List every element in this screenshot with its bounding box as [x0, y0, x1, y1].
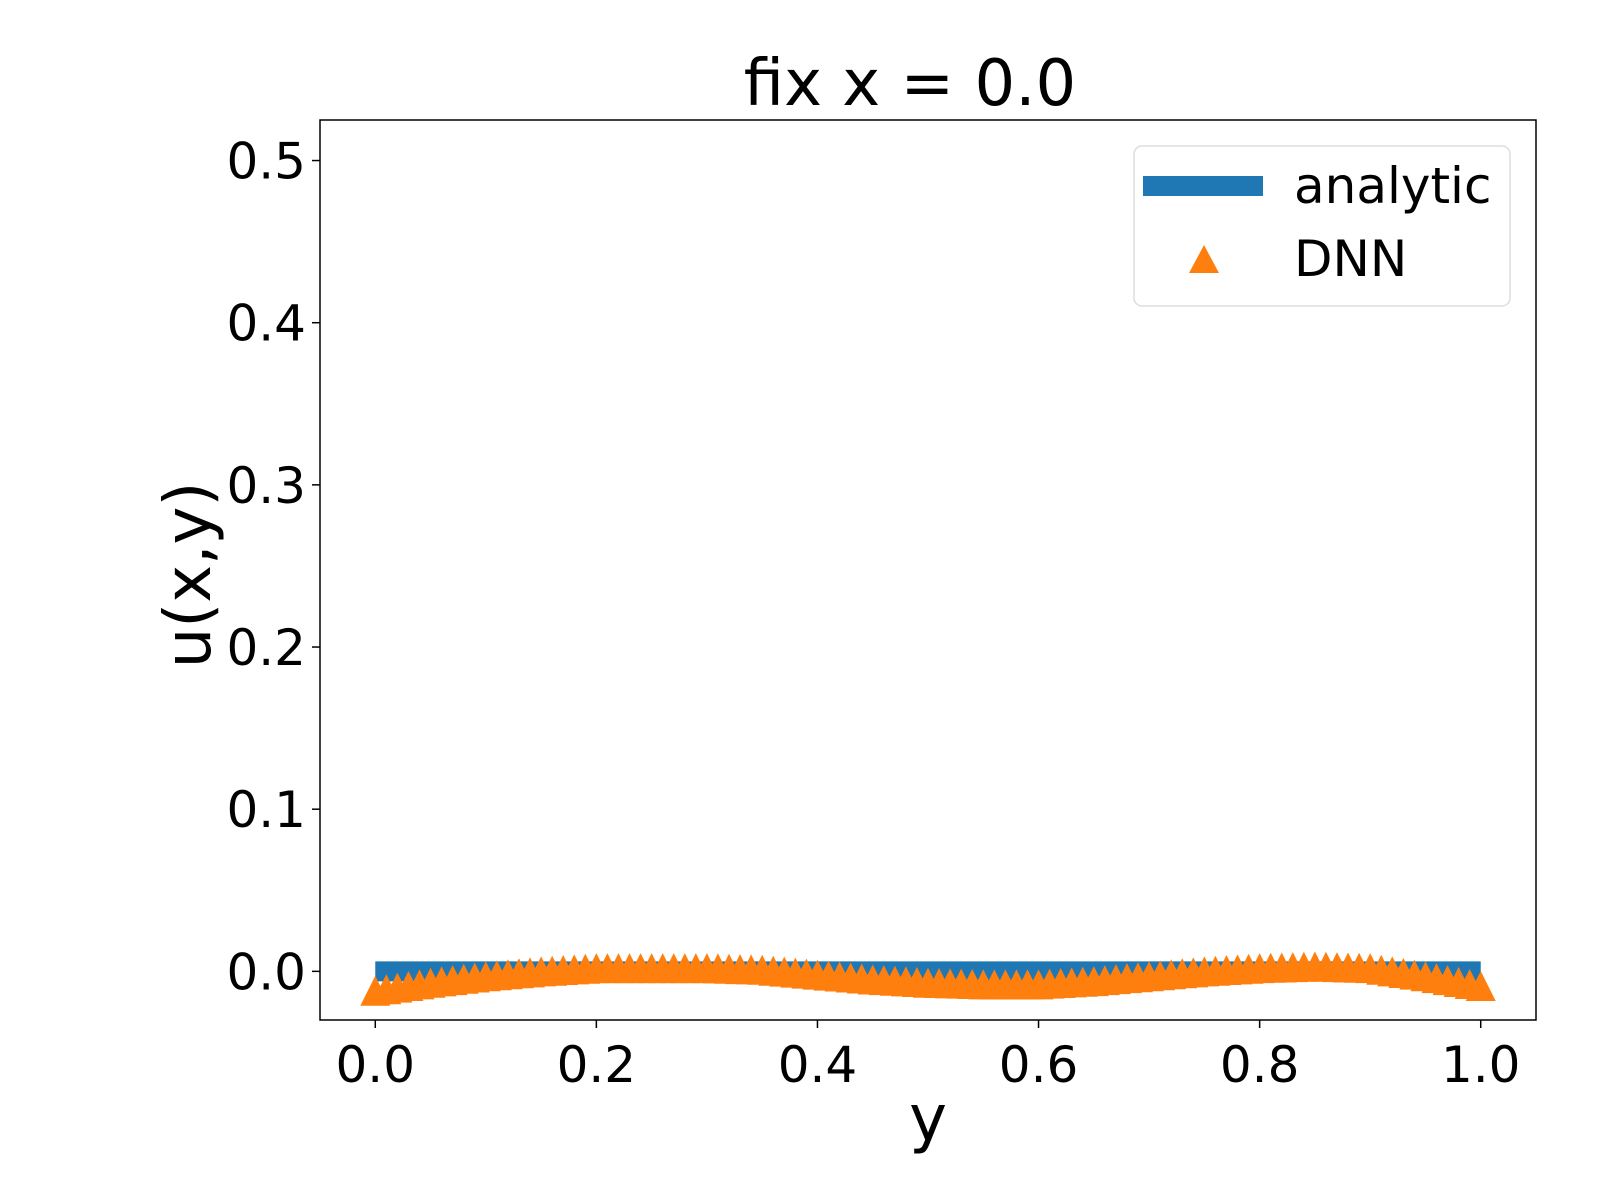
y-tick-label: 0.0 — [226, 943, 306, 1001]
x-axis: 0.0 0.2 0.4 0.6 0.8 1.0 — [336, 1020, 1521, 1094]
y-tick-label: 0.2 — [226, 619, 306, 677]
legend-label-analytic: analytic — [1294, 157, 1491, 215]
x-tick-label: 0.8 — [1220, 1036, 1300, 1094]
x-axis-label: y — [909, 1082, 947, 1156]
x-tick-label: 1.0 — [1441, 1036, 1521, 1094]
chart-title: fix x = 0.0 — [744, 47, 1077, 121]
legend-label-dnn: DNN — [1294, 230, 1407, 288]
data-marks — [360, 951, 1496, 1006]
y-axis: 0.0 0.1 0.2 0.3 0.4 0.5 — [226, 133, 320, 1001]
y-tick-label: 0.3 — [226, 457, 306, 515]
y-tick-label: 0.1 — [226, 781, 306, 839]
legend-swatch-dnn — [1189, 245, 1219, 273]
legend: analytic DNN — [1133, 145, 1511, 307]
y-axis-label: u(x,y) — [152, 482, 226, 669]
x-tick-label: 0.4 — [778, 1036, 858, 1094]
series-dnn-point — [1465, 970, 1496, 1001]
y-tick-label: 0.5 — [226, 133, 306, 191]
x-tick-label: 0.6 — [999, 1036, 1079, 1094]
x-tick-label: 0.2 — [557, 1036, 637, 1094]
y-tick-label: 0.4 — [226, 295, 306, 353]
x-tick-label: 0.0 — [336, 1036, 416, 1094]
legend-swatch-analytic — [1143, 176, 1263, 196]
